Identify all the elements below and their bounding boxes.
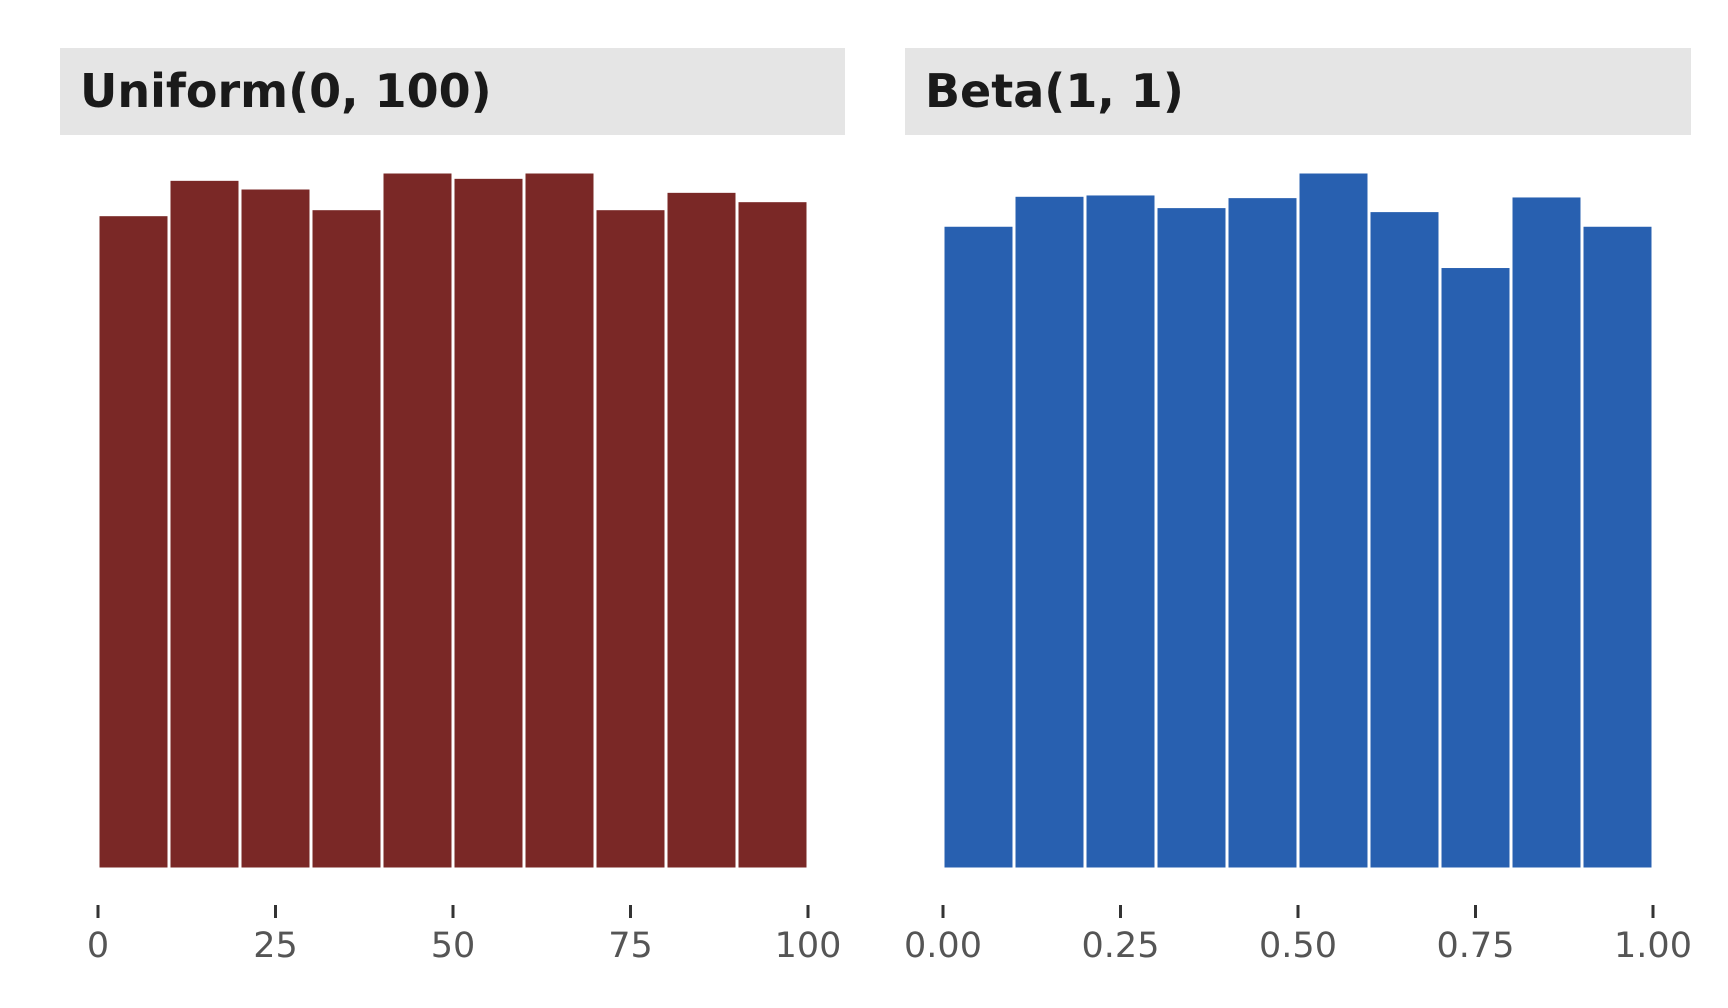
histogram-bar [1012,193,1087,871]
title-strip [905,48,1691,135]
x-tick-label: 75 [608,926,653,966]
histogram-bar [451,175,526,871]
x-tick-label: 25 [253,926,298,966]
x-tick-label: 0.25 [1082,926,1160,966]
histogram-bar [1296,170,1371,871]
x-tick-label: 100 [775,926,842,966]
histogram-bar [380,170,455,871]
histogram-bar [593,207,668,871]
panel-uniform: Uniform(0, 100) 0 25 50 75 100 [60,48,845,966]
histogram-bar [167,177,242,871]
histogram-bar [735,199,810,871]
title-strip [60,48,845,135]
x-tick-label: 0 [87,926,109,966]
histogram-bar [1154,205,1229,871]
histogram-bar [96,213,171,871]
panel-title: Beta(1, 1) [925,64,1184,118]
histogram-bar [1580,223,1655,871]
x-tick-label: 1.00 [1614,926,1692,966]
histogram-bar [1509,194,1584,871]
histogram-bar [1367,209,1442,871]
histogram-bar [1438,265,1513,871]
x-tick-label: 0.75 [1437,926,1515,966]
histogram-bar [309,207,384,871]
histogram-bar [664,189,739,871]
panel-title: Uniform(0, 100) [80,64,492,118]
histogram-bar [941,223,1016,871]
panel-beta: Beta(1, 1) 0.00 0.25 0.50 0.75 1.00 [904,48,1692,966]
histogram-bar [238,186,313,871]
histogram-bar [1225,195,1300,871]
histogram-bar [522,170,597,871]
x-tick-label: 50 [431,926,476,966]
x-tick-label: 0.50 [1259,926,1337,966]
histogram-bar [1083,192,1158,871]
x-tick-label: 0.00 [904,926,982,966]
